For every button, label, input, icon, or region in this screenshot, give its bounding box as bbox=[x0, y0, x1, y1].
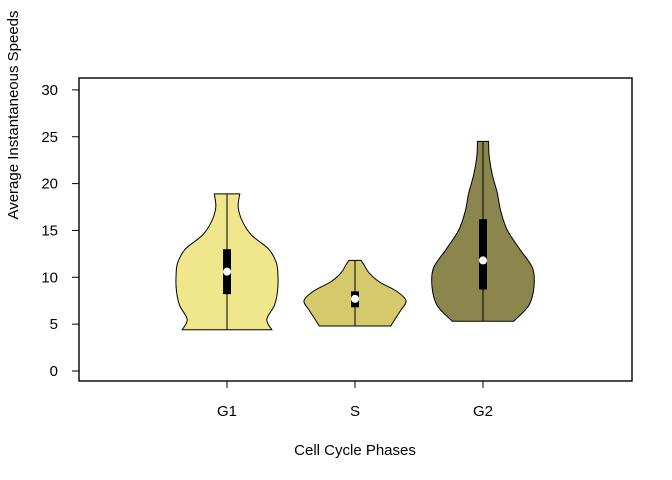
y-tick-label: 15 bbox=[41, 222, 58, 239]
y-axis: 0 5 10 15 20 25 30 bbox=[41, 82, 79, 380]
violin-iqr-G2 bbox=[479, 219, 487, 290]
violin-median-G2 bbox=[479, 256, 487, 265]
y-tick-label: 25 bbox=[41, 129, 58, 146]
y-tick-label: 0 bbox=[50, 363, 58, 380]
x-axis: G1 S G2 bbox=[217, 381, 493, 420]
violins bbox=[175, 140, 535, 331]
x-tick-label: S bbox=[350, 403, 360, 420]
violin-median-G1 bbox=[223, 267, 231, 276]
x-axis-title: Cell Cycle Phases bbox=[294, 442, 416, 459]
x-tick-label: G2 bbox=[473, 403, 493, 420]
y-tick-label: 30 bbox=[41, 82, 58, 99]
y-tick-label: 10 bbox=[41, 269, 58, 286]
x-tick-label: G1 bbox=[217, 403, 237, 420]
y-tick-label: 5 bbox=[50, 316, 58, 333]
y-axis-title: Average Instantaneous Speeds bbox=[5, 10, 22, 219]
y-tick-label: 20 bbox=[41, 176, 58, 193]
plot-frame bbox=[78, 77, 633, 382]
violin-median-S bbox=[351, 294, 359, 303]
